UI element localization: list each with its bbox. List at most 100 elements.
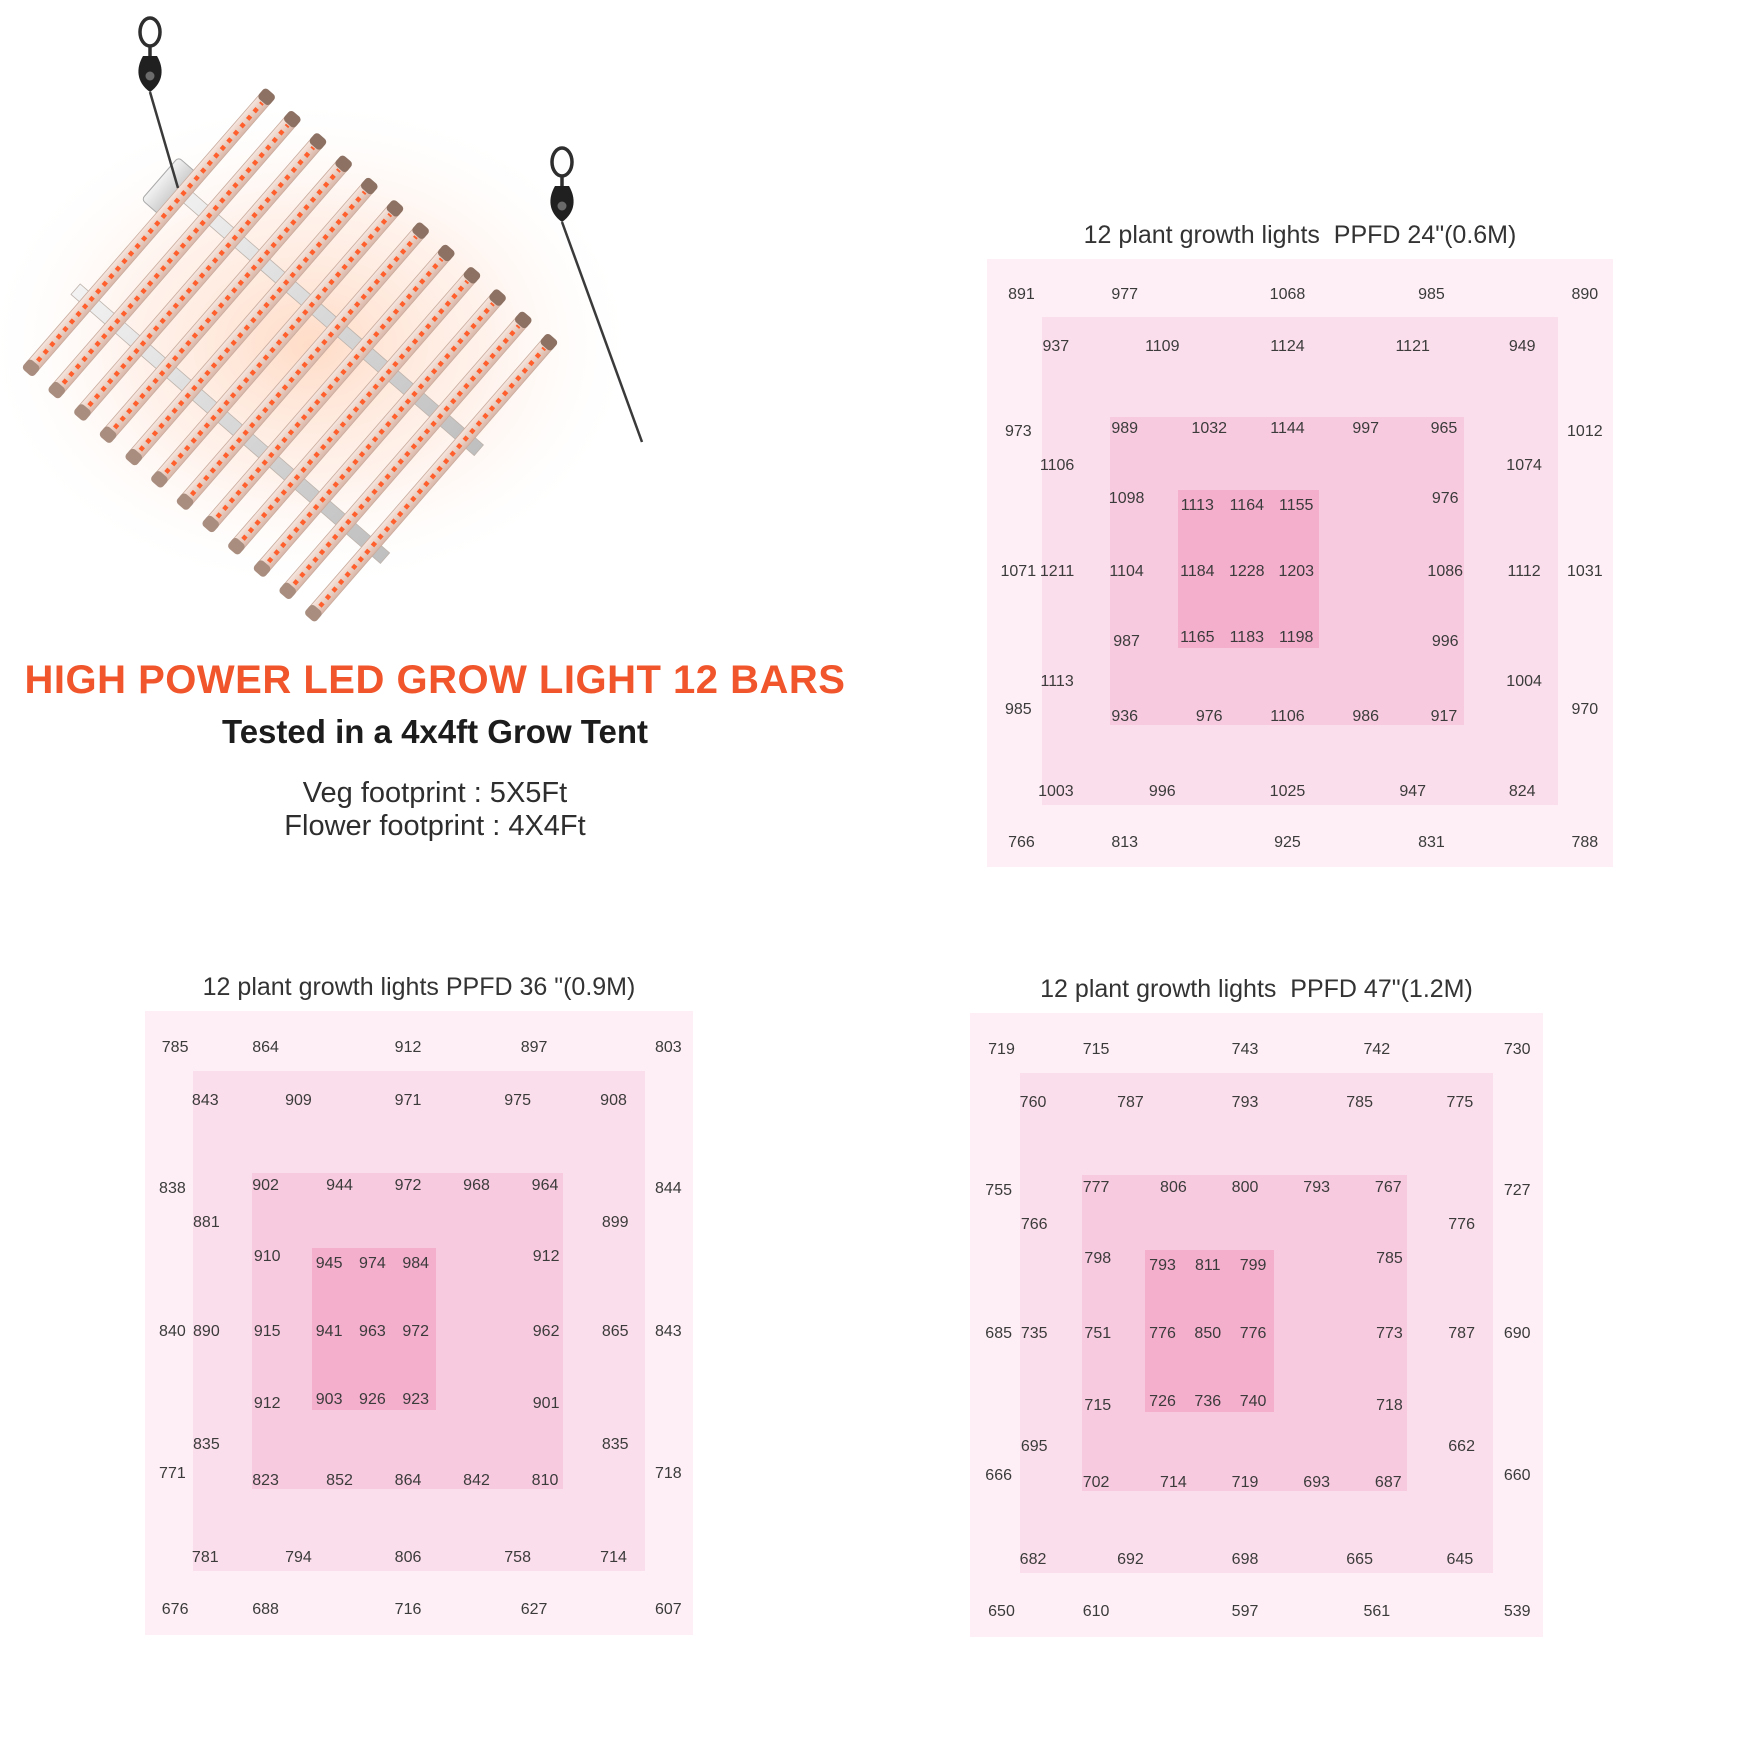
ppfd-chart-24in: 12 plant growth lights PPFD 24"(0.6M) 89… — [987, 212, 1613, 867]
ppfd-value: 695 — [1020, 1438, 1048, 1456]
ppfd-value: 687 — [1374, 1473, 1402, 1491]
ppfd-value: 1121 — [1395, 338, 1430, 356]
ppfd-value: 735 — [1020, 1325, 1048, 1343]
ppfd-value: 984 — [402, 1255, 430, 1273]
product-copy: HIGH POWER LED GROW LIGHT 12 BARS Tested… — [20, 658, 850, 843]
ppfd-value: 835 — [601, 1436, 629, 1454]
ppfd-value: 843 — [191, 1092, 219, 1110]
ppfd-value: 941 — [315, 1323, 343, 1341]
ppfd-value: 1003 — [1038, 783, 1074, 801]
ppfd-value: 903 — [315, 1391, 343, 1409]
ppfd-value: 777 — [1082, 1178, 1110, 1196]
ppfd-value: 912 — [532, 1248, 560, 1266]
veg-footprint: Veg footprint : 5X5Ft — [302, 777, 568, 809]
rope-ratchet-hanger-icon — [548, 146, 644, 443]
ppfd-value: 840 — [159, 1323, 186, 1341]
ppfd-value: 912 — [253, 1395, 281, 1413]
ppfd-value: 975 — [504, 1092, 531, 1110]
heatmap-ring-3 — [312, 1248, 436, 1411]
ppfd-value: 785 — [1346, 1094, 1373, 1112]
ppfd-value: 968 — [463, 1176, 490, 1194]
ppfd-value: 776 — [1149, 1325, 1176, 1343]
ppfd-value: 1109 — [1145, 338, 1180, 356]
ppfd-value: 660 — [1503, 1467, 1531, 1484]
ppfd-value: 730 — [1503, 1041, 1531, 1059]
ppfd-value: 881 — [193, 1214, 220, 1232]
heatmap-square: 785 864 912 897 803 676 688 716 627 607 838 840 771 8… — [145, 1011, 693, 1635]
ppfd-value: 902 — [252, 1176, 279, 1194]
ppfd-value: 607 — [654, 1601, 682, 1619]
ppfd-value: 852 — [326, 1471, 353, 1489]
ppfd-value: 910 — [253, 1248, 281, 1266]
ppfd-value: 1106 — [1270, 707, 1305, 725]
ppfd-value: 977 — [1111, 286, 1139, 304]
ppfd-value: 1025 — [1269, 783, 1306, 801]
ppfd-value: 976 — [1431, 490, 1459, 508]
ppfd-value: 806 — [394, 1549, 422, 1567]
ppfd-value: 987 — [1113, 633, 1140, 651]
ppfd-value: 719 — [1231, 1473, 1259, 1491]
ppfd-value: 1004 — [1506, 673, 1542, 691]
ppfd-value: 693 — [1303, 1473, 1331, 1491]
ppfd-value: 1198 — [1279, 629, 1314, 647]
ppfd-value: 963 — [359, 1323, 386, 1341]
ppfd-value: 813 — [1111, 833, 1139, 851]
ppfd-value: 698 — [1231, 1551, 1259, 1569]
ppfd-value: 997 — [1352, 420, 1380, 438]
ppfd-value: 662 — [1448, 1438, 1475, 1456]
ppfd-value: 1071 — [1000, 563, 1037, 581]
ppfd-value: 1112 — [1507, 563, 1541, 581]
ppfd-value: 925 — [1274, 833, 1301, 851]
ppfd-value: 610 — [1082, 1603, 1110, 1621]
test-subheading: Tested in a 4x4ft Grow Tent — [221, 713, 649, 750]
ppfd-value: 793 — [1303, 1178, 1331, 1196]
ppfd-value: 751 — [1084, 1325, 1112, 1343]
ppfd-value: 831 — [1418, 833, 1445, 851]
ppfd-value: 718 — [654, 1465, 682, 1482]
ppfd-value: 781 — [191, 1549, 219, 1567]
ppfd-value: 1113 — [1180, 496, 1214, 514]
ppfd-value: 843 — [654, 1323, 682, 1341]
ppfd-value: 794 — [285, 1549, 312, 1567]
ppfd-value: 740 — [1239, 1393, 1267, 1411]
ppfd-value: 937 — [1042, 338, 1070, 356]
ppfd-value: 771 — [159, 1465, 186, 1482]
ppfd-value: 864 — [252, 1039, 279, 1057]
ppfd-value: 1012 — [1567, 423, 1603, 441]
ppfd-value: 714 — [1160, 1473, 1187, 1491]
ppfd-value: 800 — [1231, 1178, 1259, 1196]
ppfd-value: 823 — [252, 1471, 279, 1489]
ppfd-value: 901 — [532, 1395, 560, 1413]
ppfd-value: 785 — [1376, 1250, 1403, 1268]
ppfd-value: 776 — [1448, 1216, 1475, 1234]
ppfd-value: 835 — [193, 1436, 220, 1454]
ppfd-value: 767 — [1374, 1178, 1402, 1196]
ppfd-value: 716 — [394, 1601, 422, 1619]
heatmap-square: 719 715 743 742 730 650 610 597 561 539 755 685 666 7… — [970, 1013, 1543, 1637]
ppfd-value: 986 — [1352, 707, 1380, 725]
ppfd-value: 985 — [1004, 701, 1032, 719]
ppfd-value: 715 — [1082, 1041, 1110, 1059]
ppfd-value: 824 — [1508, 783, 1536, 801]
heatmap-square: 891 977 1068 985 890 766 813 925 831 788 973 1071 98… — [987, 259, 1613, 867]
ppfd-value: 897 — [520, 1039, 548, 1057]
ppfd-chart-47in: 12 plant growth lights PPFD 47"(1.2M) 71… — [970, 966, 1543, 1637]
ppfd-value: 973 — [1004, 423, 1032, 441]
ppfd-value: 1031 — [1567, 563, 1603, 581]
ppfd-value: 788 — [1571, 833, 1599, 851]
ppfd-value: 947 — [1399, 783, 1427, 801]
ppfd-value: 917 — [1430, 707, 1458, 725]
ppfd-value: 972 — [394, 1176, 422, 1194]
ppfd-value: 597 — [1231, 1603, 1259, 1621]
ppfd-value: 766 — [1008, 833, 1035, 851]
ppfd-value: 964 — [531, 1176, 559, 1194]
ppfd-value: 890 — [193, 1323, 220, 1341]
ppfd-value: 891 — [1008, 286, 1035, 304]
ppfd-value: 1203 — [1278, 563, 1315, 581]
ppfd-value: 989 — [1111, 420, 1139, 438]
flower-footprint: Flower footprint : 4X4Ft — [284, 810, 586, 842]
ppfd-value: 1165 — [1180, 629, 1215, 647]
ppfd-value: 787 — [1117, 1094, 1144, 1112]
ppfd-value: 793 — [1231, 1094, 1259, 1112]
ppfd-value: 970 — [1571, 701, 1599, 719]
